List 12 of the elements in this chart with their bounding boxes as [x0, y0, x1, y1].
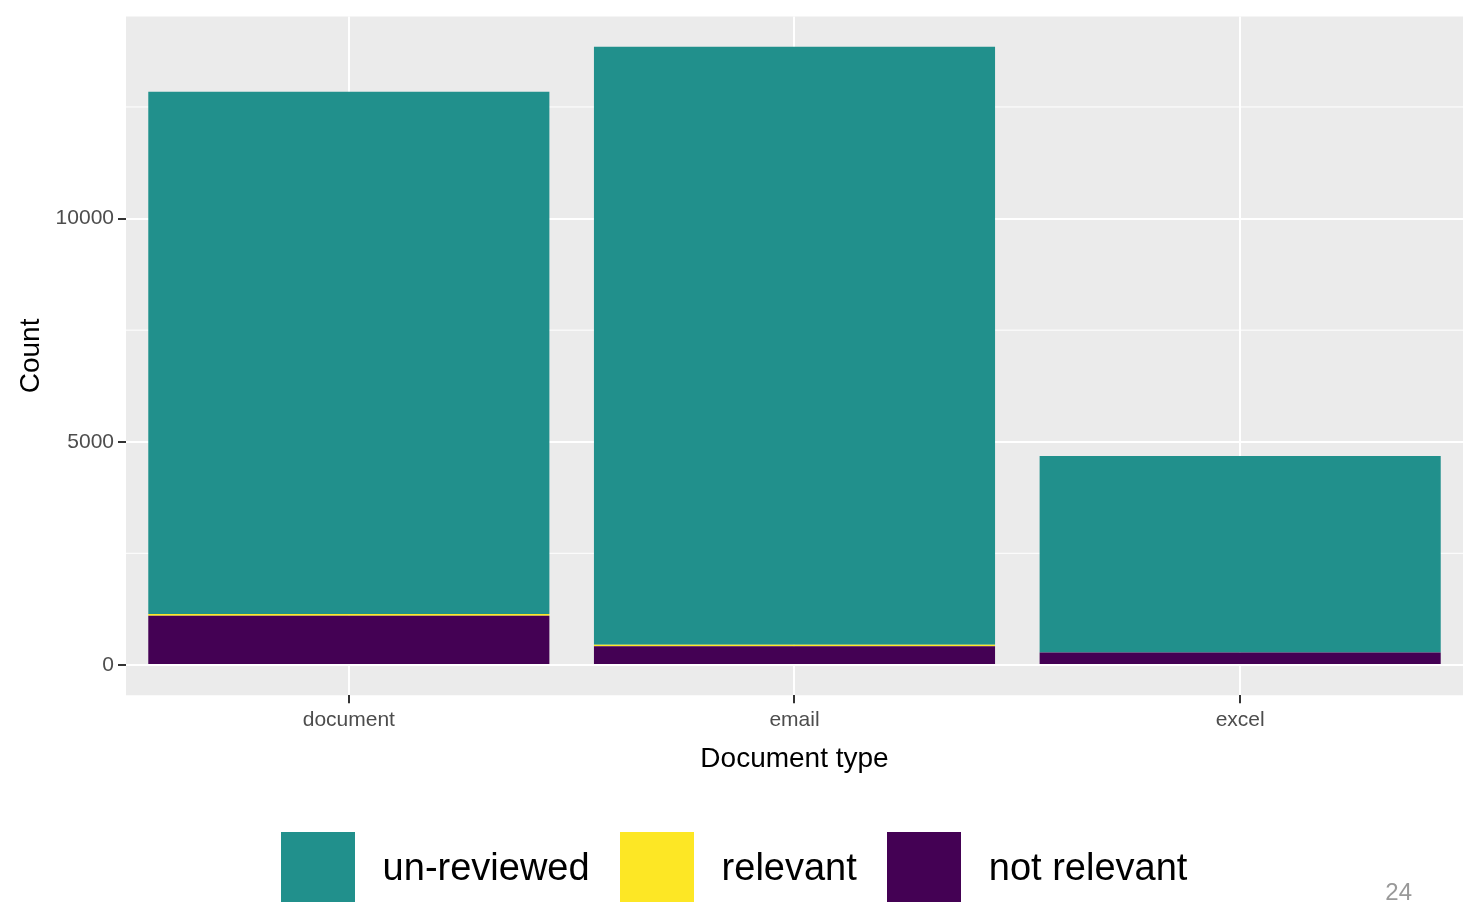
y-tick-label: 10000: [55, 205, 114, 229]
x-tick-label: email: [769, 706, 820, 730]
x-axis-title: Document type: [700, 741, 889, 773]
y-tick-label: 0: [102, 651, 114, 675]
legend-label: un-reviewed: [382, 845, 590, 889]
x-tick-label: excel: [1215, 706, 1265, 730]
y-tick-label: 5000: [67, 428, 114, 452]
legend-label: relevant: [721, 845, 857, 889]
legend-label: not relevant: [988, 845, 1188, 889]
y-axis-title: Count: [13, 318, 45, 394]
x-tick-label: document: [302, 706, 396, 730]
text: 24: [1385, 878, 1412, 906]
